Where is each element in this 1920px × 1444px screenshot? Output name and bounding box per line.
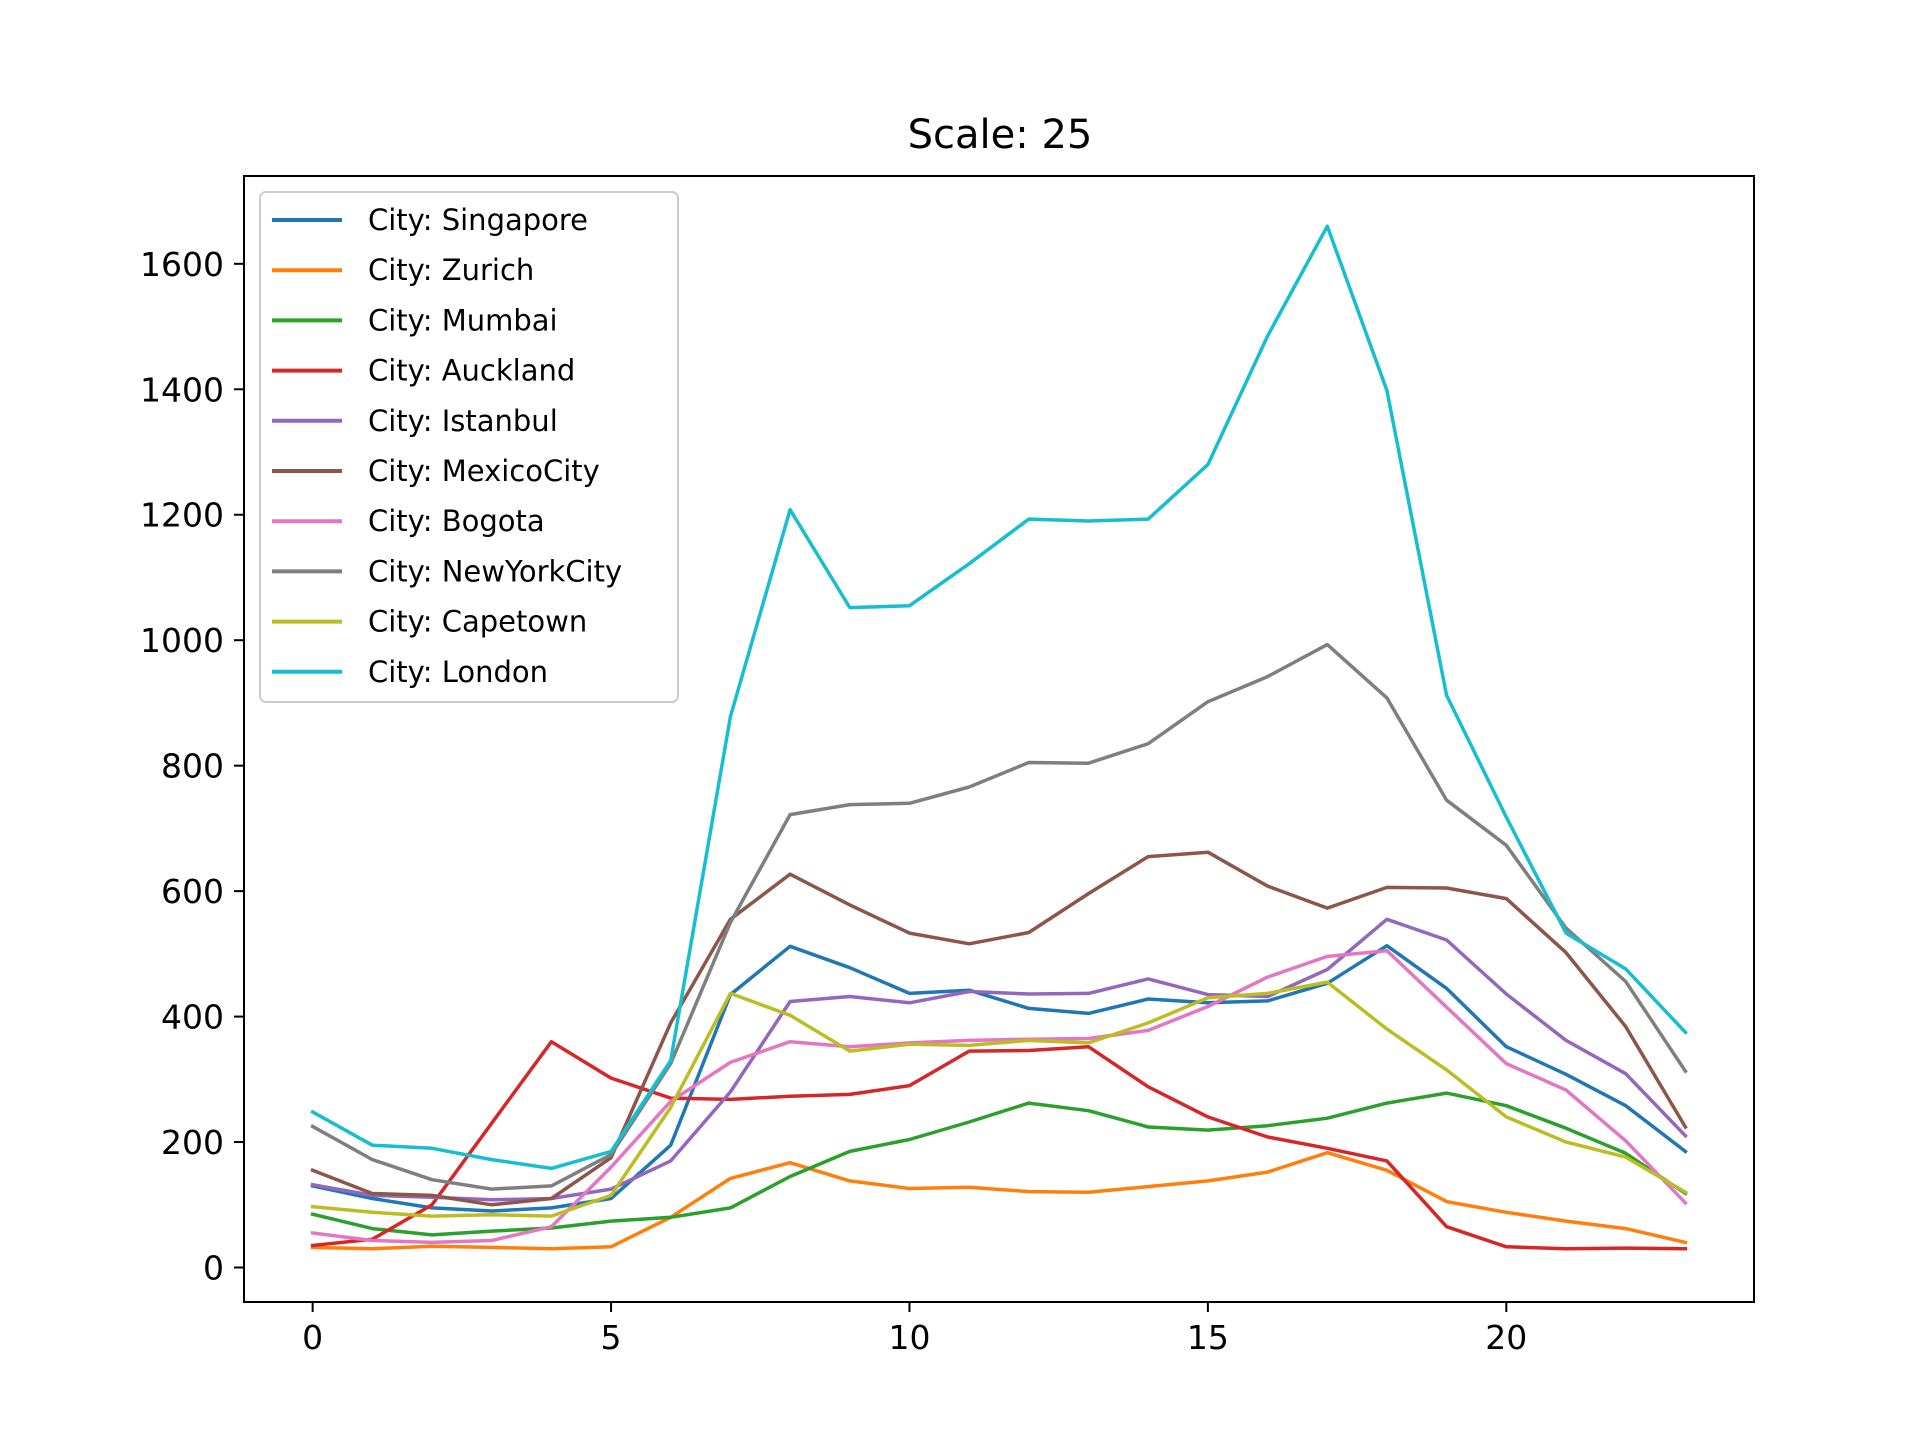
- legend-label: City: Auckland: [368, 354, 575, 388]
- x-tick-label: 5: [601, 1318, 622, 1357]
- series-lines: [310, 224, 1688, 1251]
- legend-label: City: London: [368, 655, 548, 689]
- series-line-singapore: [310, 943, 1688, 1213]
- y-tick-label: 600: [161, 872, 224, 911]
- y-tick-label: 1400: [140, 370, 224, 409]
- legend-label: City: Singapore: [368, 203, 588, 237]
- x-tick-label: 15: [1187, 1318, 1229, 1357]
- series-line-capetown: [310, 980, 1688, 1218]
- legend-box: [259, 191, 679, 703]
- series-line-london: [310, 224, 1688, 1171]
- x-tick-label: 10: [888, 1318, 930, 1357]
- legend-label: City: MexicoCity: [368, 454, 600, 488]
- plot-area-frame: [243, 175, 1755, 1303]
- chart-title: Scale: 25: [908, 112, 1093, 158]
- x-tick-label: 0: [302, 1318, 323, 1357]
- y-tick-label: 1000: [140, 621, 224, 660]
- y-tick-label: 800: [161, 747, 224, 786]
- y-tick-label: 1600: [140, 245, 224, 284]
- series-line-mexicocity: [310, 850, 1688, 1207]
- series-line-auckland: [310, 1039, 1688, 1251]
- legend-label: City: Bogota: [368, 504, 545, 538]
- y-tick-label: 0: [203, 1248, 224, 1287]
- legend: City: Singapore City: Zurich City: Mumbai C…: [259, 191, 679, 703]
- x-tick-label: 20: [1485, 1318, 1527, 1357]
- series-line-istanbul: [310, 917, 1688, 1202]
- legend-label: City: Istanbul: [368, 404, 558, 438]
- series-line-newyorkcity: [310, 642, 1688, 1191]
- series-line-bogota: [310, 948, 1688, 1245]
- y-tick-label: 200: [161, 1123, 224, 1162]
- legend-label: City: NewYorkCity: [368, 554, 622, 588]
- legend-label: City: Capetown: [368, 605, 587, 639]
- legend-label: City: Zurich: [368, 253, 534, 287]
- legend-label: City: Mumbai: [368, 303, 558, 337]
- y-tick-label: 1200: [140, 496, 224, 535]
- series-line-zurich: [310, 1150, 1688, 1251]
- y-tick-label: 400: [161, 998, 224, 1037]
